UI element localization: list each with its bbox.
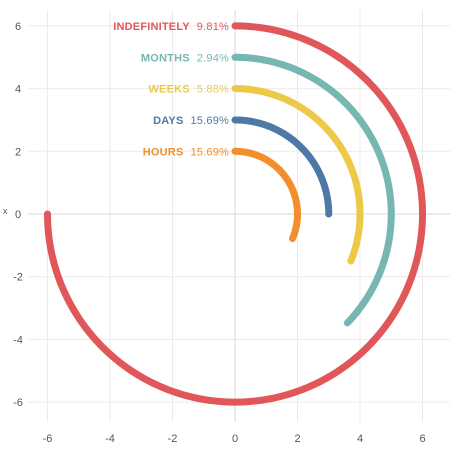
- series-labels: INDEFINITELY 9.81% MONTHS 2.94% WEEKS 5.88% DA…: [113, 21, 229, 158]
- series-arc-weeks: [231, 85, 364, 265]
- series-name: WEEKS: [148, 84, 189, 96]
- series-name: HOURS: [143, 146, 184, 158]
- y-tick-label: -6: [13, 397, 23, 409]
- series-value: 5.88%: [197, 84, 229, 96]
- series-arc-hours: [231, 147, 301, 242]
- series-name: DAYS: [153, 115, 183, 127]
- series-arcs: [44, 22, 426, 406]
- x-tick-label: 6: [419, 433, 425, 445]
- series-value: 9.81%: [197, 21, 229, 33]
- grid-lines: [28, 10, 450, 422]
- x-tick-label: 0: [232, 433, 238, 445]
- series-arc-days: [231, 116, 333, 218]
- series-name: INDEFINITELY: [113, 21, 190, 33]
- series-name: MONTHS: [141, 52, 190, 64]
- x-tick-label: 4: [357, 433, 363, 445]
- x-tick-label: 2: [294, 433, 300, 445]
- y-tick-label: 6: [15, 21, 21, 33]
- series-value: 15.69%: [190, 115, 229, 127]
- x-tick-label: -4: [105, 433, 115, 445]
- series-value: 15.69%: [190, 146, 229, 158]
- y-axis-marker: x: [3, 206, 8, 216]
- series-label-indefinitely: INDEFINITELY 9.81%: [113, 21, 229, 33]
- series-arc-indefinitely: [44, 22, 426, 406]
- y-tick-label: -4: [13, 334, 23, 346]
- y-tick-label: 0: [15, 209, 21, 221]
- y-tick-label: -2: [13, 272, 23, 284]
- y-tick-label: 4: [15, 84, 21, 96]
- series-value: 2.94%: [197, 52, 229, 64]
- series-arc-months: [231, 53, 395, 327]
- y-axis-ticks: -6 -4 -2 0 2 4 6: [13, 21, 23, 409]
- zero-axes: [28, 10, 450, 422]
- x-tick-label: -2: [168, 433, 178, 445]
- series-label-weeks: WEEKS 5.88%: [148, 84, 229, 96]
- y-tick-label: 2: [15, 146, 21, 158]
- x-tick-label: -6: [43, 433, 53, 445]
- series-label-hours: HOURS 15.69%: [143, 146, 229, 158]
- series-label-months: MONTHS 2.94%: [141, 52, 229, 64]
- series-label-days: DAYS 15.69%: [153, 115, 229, 127]
- x-axis-ticks: -6 -4 -2 0 2 4 6: [43, 433, 426, 445]
